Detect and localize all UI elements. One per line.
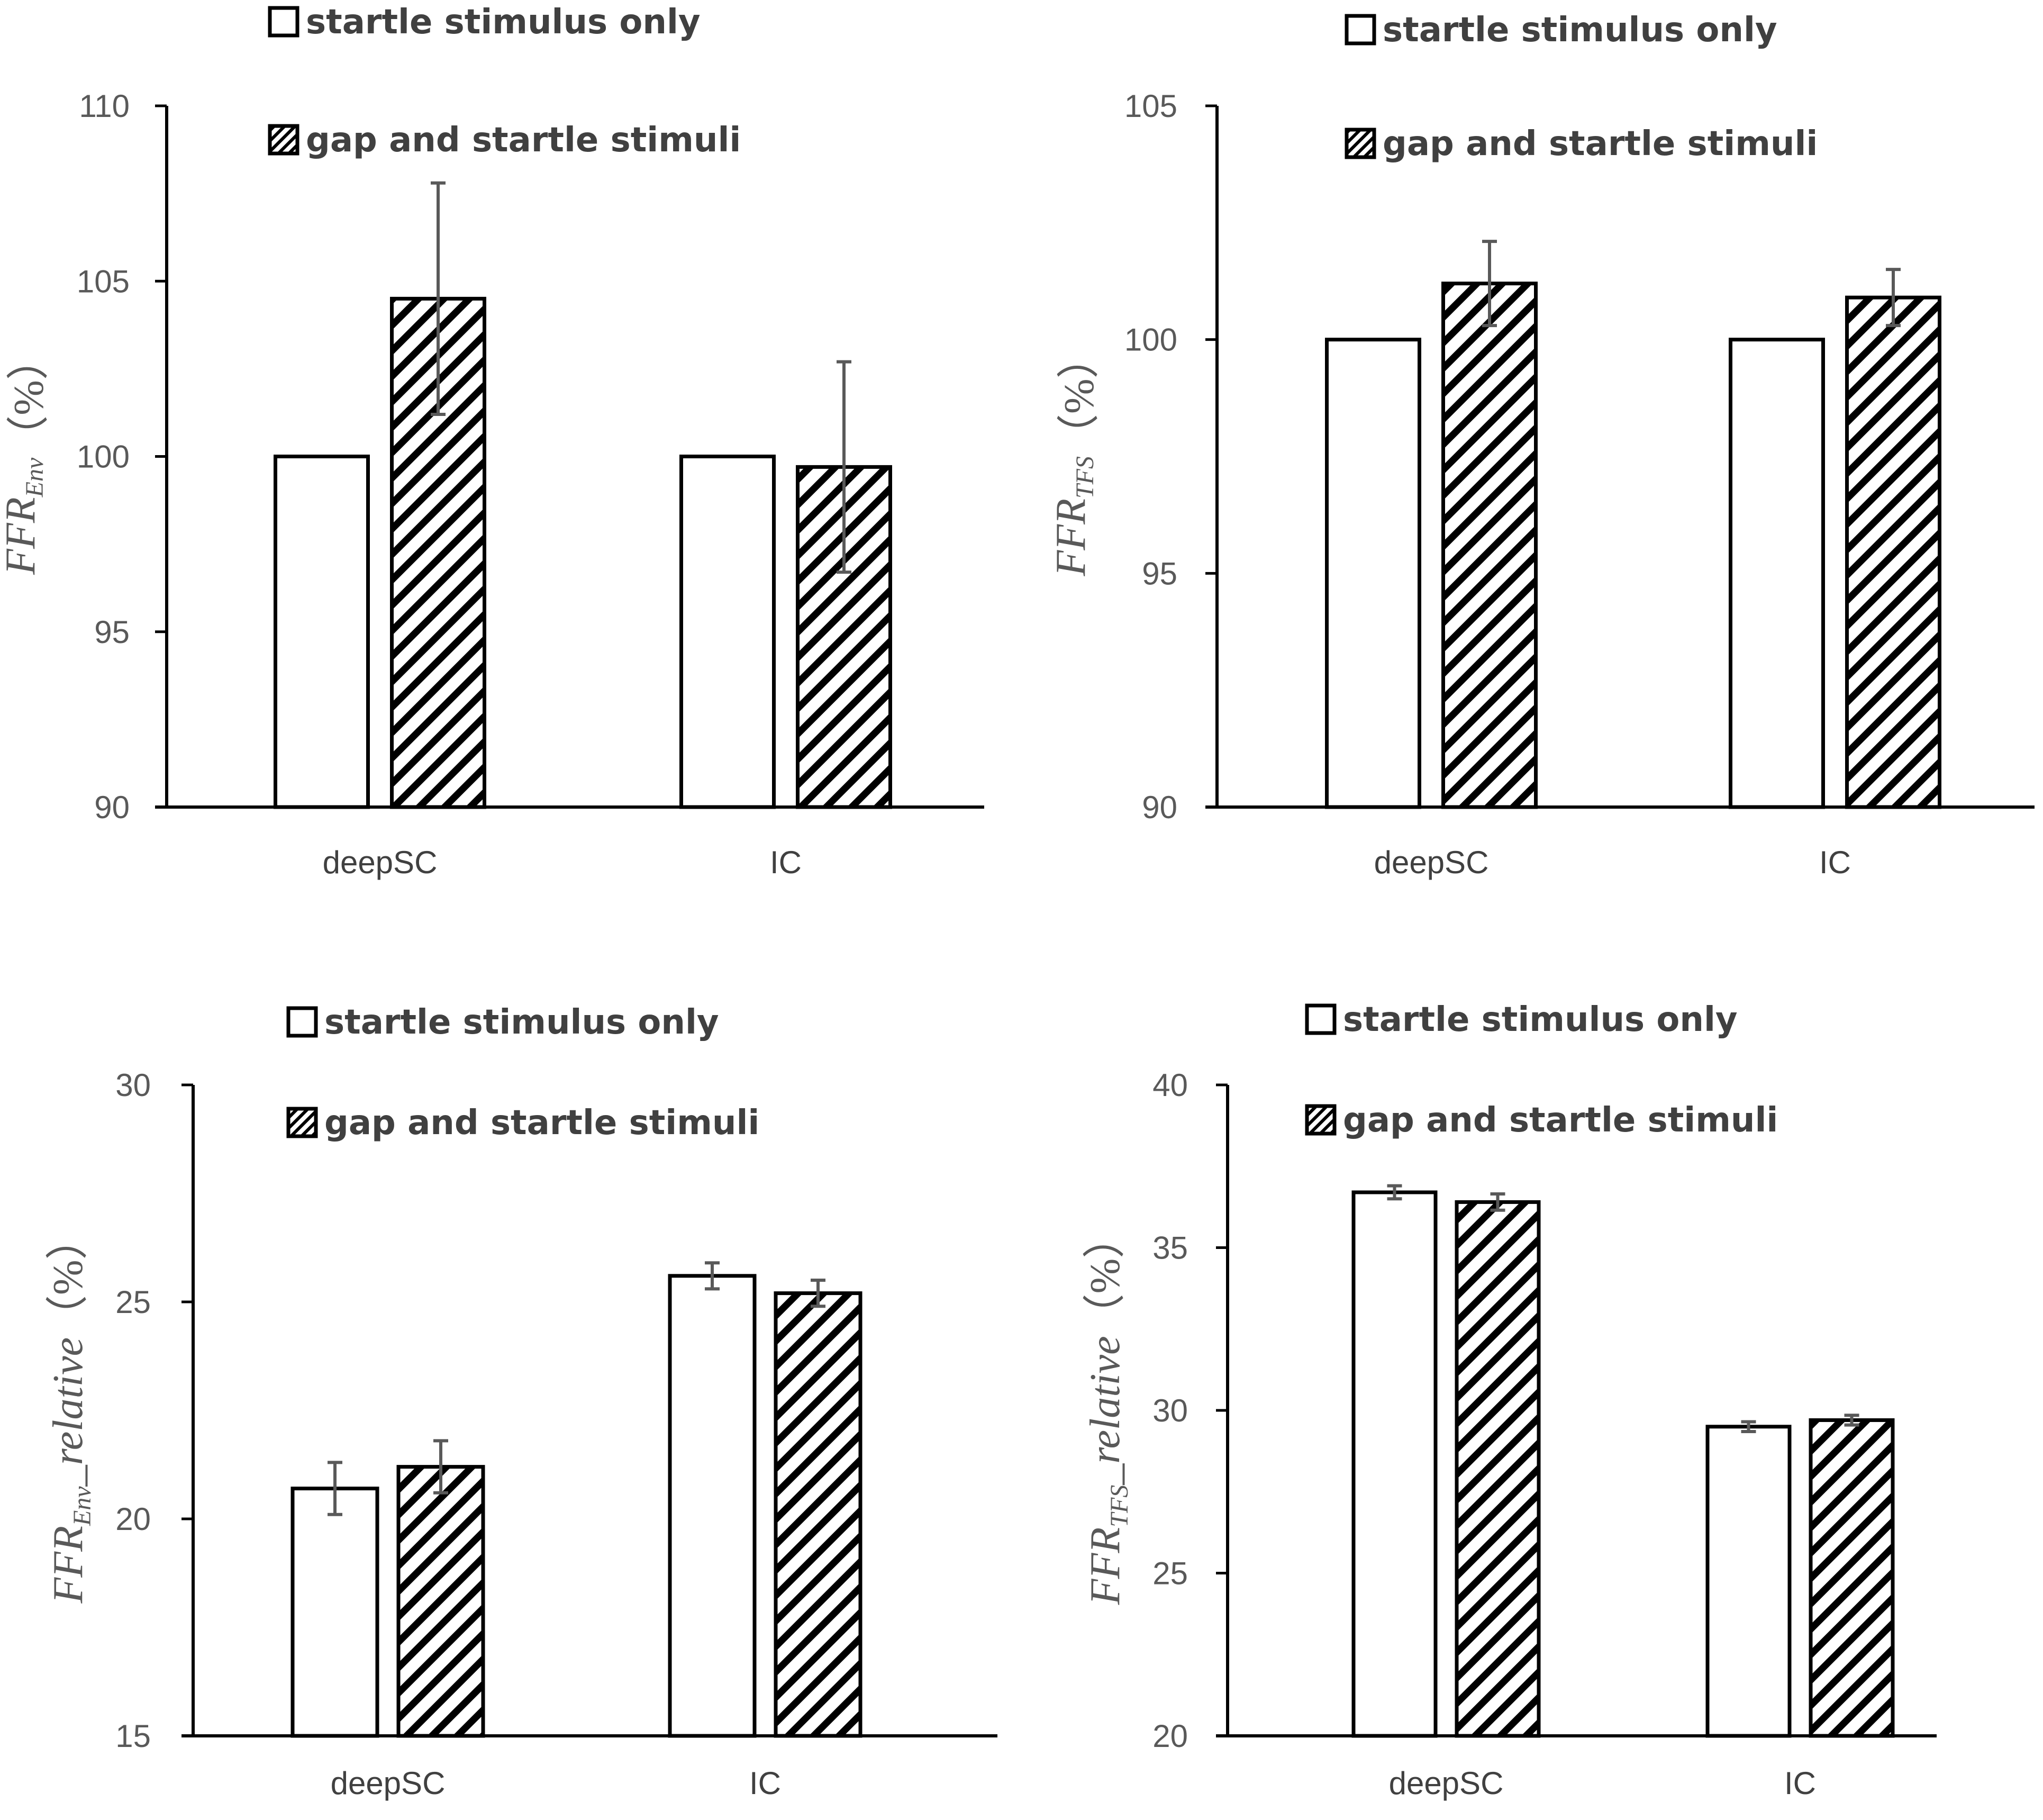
y-tick-label: 20 — [1152, 1718, 1188, 1754]
legend-label: gap and startle stimuli — [1343, 1101, 1778, 1140]
y-tick-label: 100 — [1124, 322, 1177, 358]
legend-swatch-solid — [1305, 1003, 1337, 1035]
y-tick-label: 15 — [115, 1718, 151, 1754]
legend-label: startle stimulus only — [324, 1003, 719, 1042]
y-tick-label: 95 — [1142, 556, 1177, 591]
y-tick-label: 100 — [77, 439, 130, 475]
chart-panel-bottom-left: 15 20 25 30 deepSC IC FFREnv_relative（%） startl… — [45, 1003, 997, 1801]
bar-gap-and-startle-deepsc — [1455, 1200, 1541, 1738]
y-tick-label: 90 — [1142, 790, 1177, 825]
bar-startle-only-deepsc — [1325, 338, 1421, 809]
legend-label: gap and startle stimuli — [324, 1103, 759, 1143]
chart-panel-top-left: 90 95 100 105 110 deepSC IC FFREnv（%） startle st… — [0, 3, 984, 880]
y-axis-label: FFRTFS_relative（%） — [1082, 1216, 1133, 1606]
legend-swatch-solid — [1345, 14, 1376, 46]
y-axis-label: FFRTFS（%） — [1048, 336, 1103, 576]
category-label-deepsc: deepSC — [323, 845, 438, 880]
bar-startle-only-ic — [679, 455, 776, 809]
bar-startle-only-deepsc — [290, 1487, 379, 1738]
category-label-ic: IC — [749, 1765, 781, 1801]
bar-gap-and-startle-ic — [1845, 295, 1941, 809]
legend-label: startle stimulus only — [1383, 11, 1777, 50]
y-tick-label: 25 — [1152, 1556, 1188, 1591]
y-tick-label: 105 — [77, 264, 130, 299]
legend-swatch-solid — [268, 6, 299, 38]
legend-swatch-hatched — [268, 124, 299, 156]
chart-panel-top-right: 90 95 100 105 deepSC IC FFRTFS（%） startle stimu… — [1048, 11, 2035, 880]
legend: startle stimulus only gap and startle sti… — [268, 3, 741, 160]
bar-startle-only-deepsc — [274, 455, 370, 809]
legend-swatch-hatched — [286, 1107, 318, 1138]
legend-label: gap and startle stimuli — [1383, 124, 1818, 164]
legend-swatch-solid — [286, 1006, 318, 1038]
bar-startle-only-deepsc — [1351, 1190, 1438, 1738]
y-tick-label: 90 — [94, 790, 130, 825]
chart-panel-bottom-right: 20 25 30 35 40 deepSC IC FFRTFS_relative（%） star… — [1082, 1000, 1937, 1801]
category-label-deepsc: deepSC — [1374, 845, 1489, 880]
legend-label: startle stimulus only — [306, 3, 701, 42]
bar-gap-and-startle-deepsc — [1441, 282, 1538, 809]
y-tick-label: 30 — [115, 1067, 151, 1103]
y-tick-label: 35 — [1152, 1230, 1188, 1266]
y-tick-label: 25 — [115, 1284, 151, 1320]
y-tick-label: 110 — [79, 88, 130, 124]
bar-startle-only-ic — [668, 1274, 757, 1738]
y-tick-label: 20 — [115, 1501, 151, 1537]
bar-gap-and-startle-ic — [774, 1291, 862, 1738]
legend-swatch-hatched — [1305, 1104, 1337, 1136]
bar-startle-only-ic — [1705, 1425, 1792, 1738]
y-axis-label: FFREnv_relative（%） — [45, 1217, 96, 1604]
legend: startle stimulus only gap and startle sti… — [286, 1003, 759, 1143]
legend: startle stimulus only gap and startle sti… — [1345, 11, 1818, 164]
bar-gap-and-startle-deepsc — [396, 1465, 485, 1738]
category-label-ic: IC — [1819, 845, 1851, 880]
bar-startle-only-ic — [1729, 338, 1825, 809]
category-label-deepsc: deepSC — [1389, 1765, 1504, 1801]
y-tick-label: 95 — [94, 614, 130, 650]
y-tick-label: 30 — [1152, 1393, 1188, 1428]
category-label-ic: IC — [1784, 1765, 1816, 1801]
category-label-ic: IC — [770, 845, 802, 880]
legend-label: gap and startle stimuli — [306, 121, 741, 160]
legend: startle stimulus only gap and startle sti… — [1305, 1000, 1778, 1140]
legend-swatch-hatched — [1345, 128, 1376, 159]
legend-label: startle stimulus only — [1343, 1000, 1738, 1039]
y-tick-label: 40 — [1152, 1067, 1188, 1103]
category-label-deepsc: deepSC — [331, 1765, 446, 1801]
y-tick-label: 105 — [1124, 88, 1177, 124]
y-axis-label: FFREnv（%） — [0, 338, 52, 575]
bar-gap-and-startle-ic — [1809, 1418, 1895, 1738]
